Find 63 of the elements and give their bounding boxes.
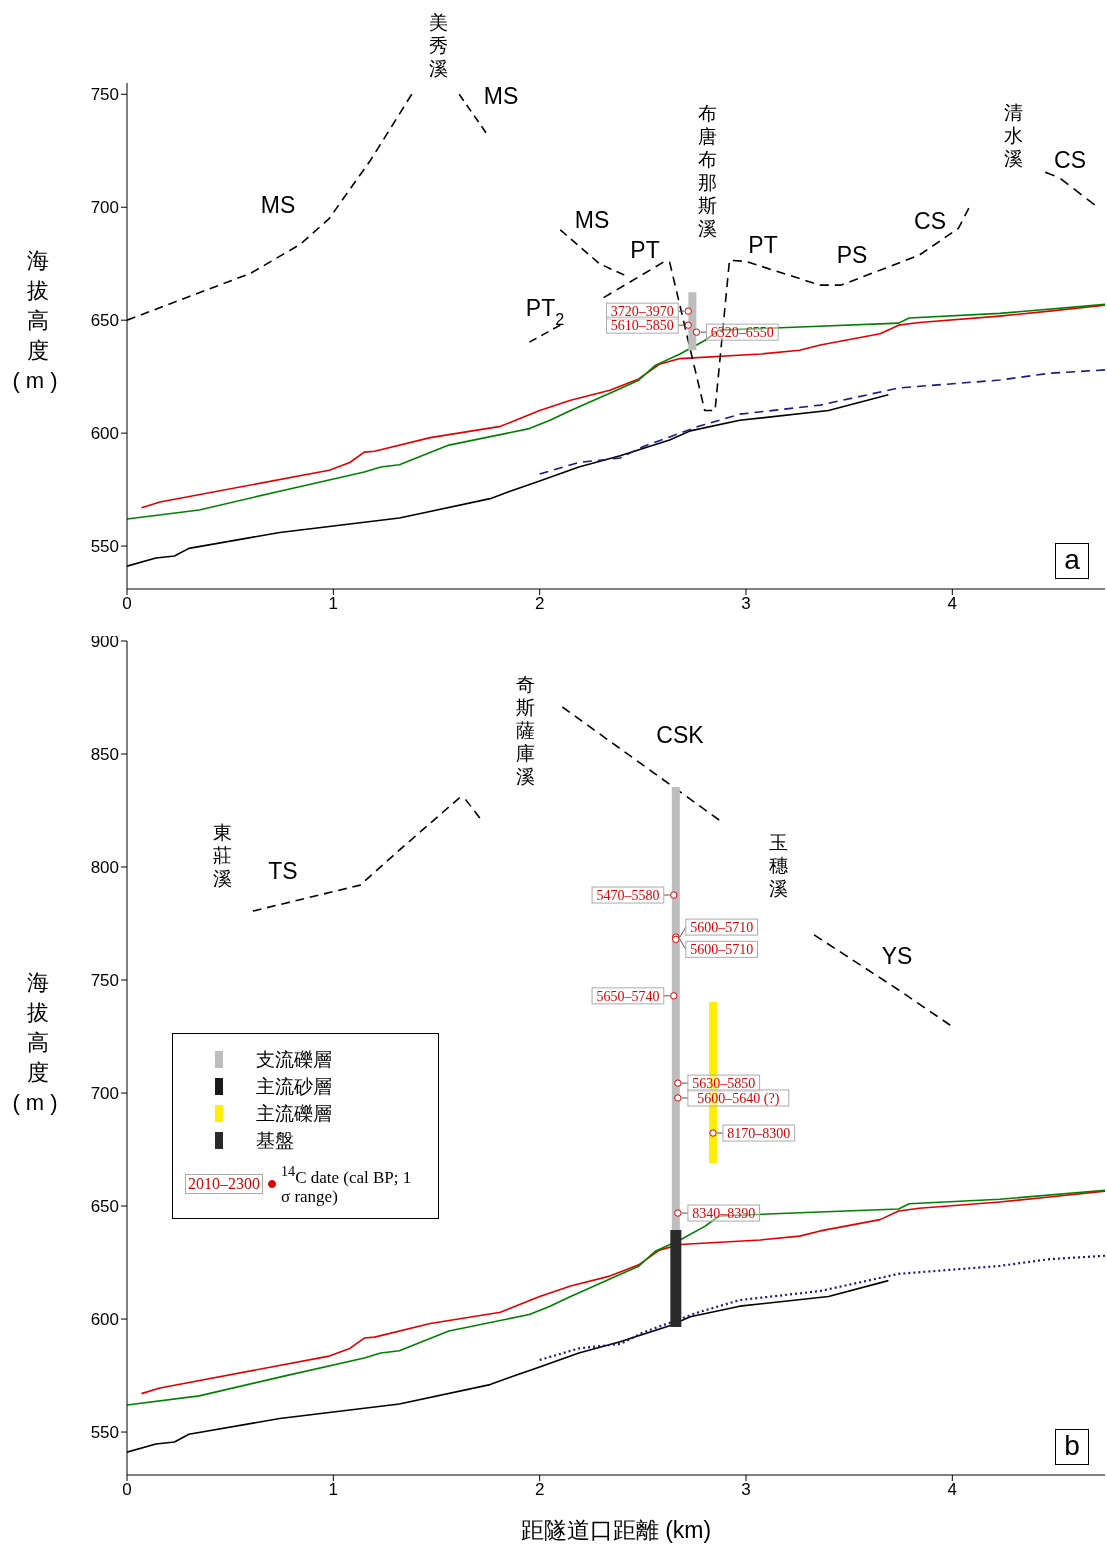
annotation: CS (914, 208, 946, 234)
data-label: 8170–8300 (727, 1126, 791, 1142)
y-tick-label: 750 (90, 85, 119, 105)
annotation: PT (630, 237, 660, 263)
x-axis-title: 距隧道口距離 (km) (519, 1516, 713, 1545)
annotation: 2010–2300 (185, 1173, 263, 1194)
x-tick-label: 3 (741, 594, 751, 614)
annotation: CS (1054, 147, 1086, 173)
y-tick-label: 750 (90, 971, 119, 991)
annotation: TS (268, 858, 298, 884)
y-tick-label: 600 (90, 1310, 119, 1330)
x-tick-label: 0 (122, 594, 132, 614)
data-label: 5600–5710 (690, 942, 754, 958)
y-tick-label: 650 (90, 1197, 119, 1217)
annotation: CSK (656, 722, 705, 748)
data-label: 5610–5850 (610, 318, 674, 334)
data-label: 5630–5850 (692, 1076, 756, 1092)
data-label: 5600–5640 (?) (697, 1091, 780, 1107)
y-axis-title: 海拔高度 (m) (12, 247, 64, 395)
legend-label: 支流礫層 (256, 1047, 332, 1072)
x-tick-label: 2 (534, 1480, 545, 1500)
annotation: PT (748, 232, 778, 258)
data-label: 8340–8390 (692, 1206, 756, 1222)
legend-label: $^{14}$C date (cal BP; 1 σ range) (281, 1162, 413, 1206)
y-tick-label: 600 (90, 424, 119, 444)
y-axis-title: 海拔高度 (m) (12, 969, 64, 1117)
annotation: 奇斯薩庫溪 (515, 674, 535, 787)
data-label: 3720–3970 (610, 304, 674, 320)
x-tick-label: 1 (328, 1480, 339, 1500)
annotation: 布唐布那斯溪 (697, 102, 717, 239)
legend-label: 基盤 (256, 1128, 294, 1153)
x-tick-label: 3 (741, 1480, 751, 1500)
annotation: YS (881, 943, 913, 969)
x-tick-label: 4 (947, 1480, 958, 1500)
data-label: 5650–5740 (596, 988, 660, 1004)
legend-label: 主流礫層 (256, 1101, 332, 1126)
y-tick-label: 700 (90, 1084, 119, 1104)
text: 美秀溪 (428, 12, 448, 79)
data-label: 6320–6550 (710, 325, 774, 341)
y-tick-label: 800 (90, 858, 119, 878)
annotation: MS (260, 192, 296, 218)
y-tick-label: 550 (90, 537, 119, 557)
annotation: MS (483, 83, 519, 109)
y-tick-label: 900 (90, 632, 119, 652)
annotation: PS (836, 242, 868, 268)
annotation: 玉穗溪 (768, 832, 788, 899)
text: a (1055, 543, 1089, 579)
annotation: 東莊溪 (212, 822, 232, 889)
annotation: MS (574, 207, 610, 233)
x-tick-label: 0 (122, 1480, 132, 1500)
annotation: PT$_{2}$ (525, 295, 565, 328)
y-tick-label: 700 (90, 198, 119, 218)
y-tick-label: 550 (90, 1423, 119, 1443)
x-tick-label: 1 (328, 594, 339, 614)
data-label: 5600–5710 (690, 920, 754, 936)
x-tick-label: 4 (947, 594, 958, 614)
annotation: 清水溪 (1003, 102, 1023, 169)
x-tick-label: 2 (534, 594, 545, 614)
legend-label: 主流砂層 (256, 1074, 332, 1099)
y-tick-label: 850 (90, 745, 119, 765)
data-label: 5470–5580 (596, 888, 660, 904)
y-tick-label: 650 (90, 311, 119, 331)
text: b (1055, 1429, 1089, 1465)
